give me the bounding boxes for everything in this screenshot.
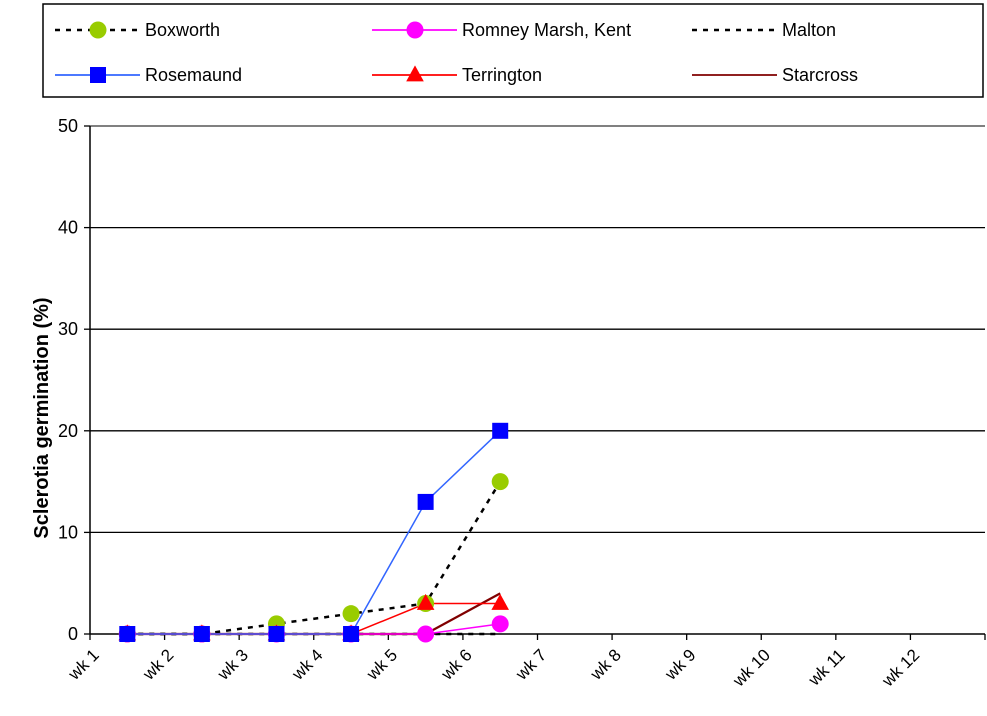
legend-item-terrington: Terrington	[372, 65, 542, 85]
legend-marker-romney-marsh-kent	[406, 21, 424, 39]
legend-item-rosemaund: Rosemaund	[55, 65, 242, 85]
legend-label-terrington: Terrington	[462, 65, 542, 85]
x-tick-label: wk 12	[878, 645, 924, 691]
legend-marker-boxworth	[89, 21, 107, 39]
series-line-starcross	[127, 592, 501, 636]
legend-label-malton: Malton	[782, 20, 836, 40]
data-point-rosemaund	[119, 626, 136, 642]
legend-box	[42, 3, 984, 98]
legend-label-boxworth: Boxworth	[145, 20, 220, 40]
series-line-boxworth	[127, 480, 502, 636]
data-point-rosemaund	[193, 626, 210, 642]
series-line-romney-marsh-kent	[127, 623, 501, 635]
y-tick-label: 50	[58, 116, 78, 136]
data-point-rosemaund	[268, 626, 285, 642]
x-tick-label: wk 3	[213, 645, 252, 684]
series	[118, 422, 510, 643]
gridlines	[90, 125, 985, 534]
x-tick-label: wk 4	[288, 645, 327, 684]
data-point-boxworth	[491, 473, 509, 491]
x-tick-label: wk 6	[437, 645, 476, 684]
data-point-boxworth	[342, 605, 360, 623]
x-tick-label: wk 5	[362, 645, 401, 684]
x-tick-label: wk 2	[139, 645, 178, 684]
legend-marker-terrington	[406, 65, 424, 82]
data-point-rosemaund	[343, 626, 360, 642]
x-tick-label: wk 1	[64, 645, 103, 684]
y-tick-label: 0	[68, 624, 78, 644]
x-tick-label: wk 7	[511, 645, 550, 684]
y-tick-label: 40	[58, 218, 78, 238]
y-tick-label: 20	[58, 421, 78, 441]
x-tick-label: wk 9	[661, 645, 700, 684]
data-point-romney-marsh-kent	[417, 625, 435, 643]
series-line-rosemaund	[127, 430, 501, 635]
axes: 0 10 20 30 40 50 wk 1 wk 2 wk 3 wk 4 wk 5 wk 6 wk 7 w…	[58, 116, 986, 691]
legend: Boxworth Romney Marsh, Kent Malton Rosemaun…	[55, 20, 858, 85]
y-tick-label: 30	[58, 319, 78, 339]
legend-item-romney-marsh-kent: Romney Marsh, Kent	[372, 20, 631, 40]
data-point-rosemaund	[492, 422, 509, 439]
data-point-rosemaund	[417, 493, 434, 510]
data-point-terrington	[416, 593, 435, 610]
legend-item-starcross: Starcross	[692, 65, 858, 85]
legend-item-boxworth: Boxworth	[55, 20, 220, 40]
x-tick-label: wk 8	[586, 645, 625, 684]
legend-marker-rosemaund	[90, 67, 106, 83]
legend-label-rosemaund: Rosemaund	[145, 65, 242, 85]
x-tick-label: wk 11	[804, 645, 849, 690]
x-tick-label: wk 10	[729, 645, 775, 691]
data-point-terrington	[491, 593, 510, 610]
data-point-romney-marsh-kent	[491, 615, 509, 633]
legend-label-starcross: Starcross	[782, 65, 858, 85]
legend-label-romney-marsh-kent: Romney Marsh, Kent	[462, 20, 631, 40]
y-tick-label: 10	[58, 522, 78, 542]
legend-item-malton: Malton	[692, 20, 836, 40]
y-axis-title: Sclerotia germination (%)	[31, 297, 53, 538]
